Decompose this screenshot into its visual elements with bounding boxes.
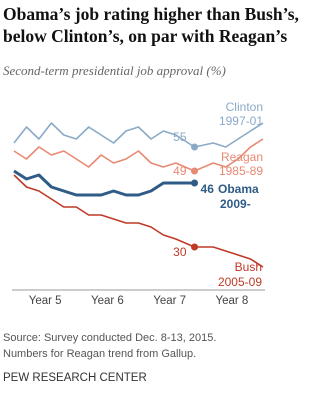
brand: PEW RESEARCH CENTER — [3, 372, 147, 384]
x-tick-label: Year 7 — [153, 295, 186, 307]
series-period: 1985-89 — [219, 164, 263, 178]
series-period: 2005-09 — [218, 275, 262, 289]
chart-title: Obama’s job rating higher than Bush’s, — [3, 4, 299, 24]
series-period: 1997-01 — [219, 114, 263, 128]
series-name: Clinton — [226, 100, 263, 114]
chart-title: below Clinton’s, on par with Reagan’s — [3, 26, 287, 46]
value-label: 49 — [173, 164, 187, 178]
series-line — [13, 122, 264, 148]
source: Source: Survey conducted Dec. 8-13, 2015… — [3, 332, 216, 344]
series-line — [13, 169, 195, 197]
x-tick-label: Year 6 — [91, 295, 124, 307]
highlight-dot — [191, 243, 199, 251]
series-line — [13, 138, 264, 172]
highlight-dot — [191, 143, 199, 151]
value-label: 55 — [173, 130, 187, 144]
chart-subtitle: Second-term presidential job approval (%… — [3, 63, 226, 78]
chart: Obama’s job rating higher than Bush’s, b… — [3, 4, 299, 384]
series-name: Bush — [235, 260, 262, 274]
highlight-dot — [191, 167, 199, 175]
series-line — [13, 174, 264, 268]
highlight-dot — [191, 179, 199, 187]
series-name: Reagan — [221, 150, 263, 164]
value-label: 46 — [201, 182, 215, 196]
series-period: 2009- — [220, 197, 251, 211]
source: Numbers for Reagan trend from Gallup. — [3, 348, 196, 360]
x-tick-label: Year 5 — [29, 295, 62, 307]
value-label: 30 — [173, 245, 187, 259]
series-name: Obama — [218, 182, 259, 196]
x-tick-label: Year 8 — [215, 295, 248, 307]
